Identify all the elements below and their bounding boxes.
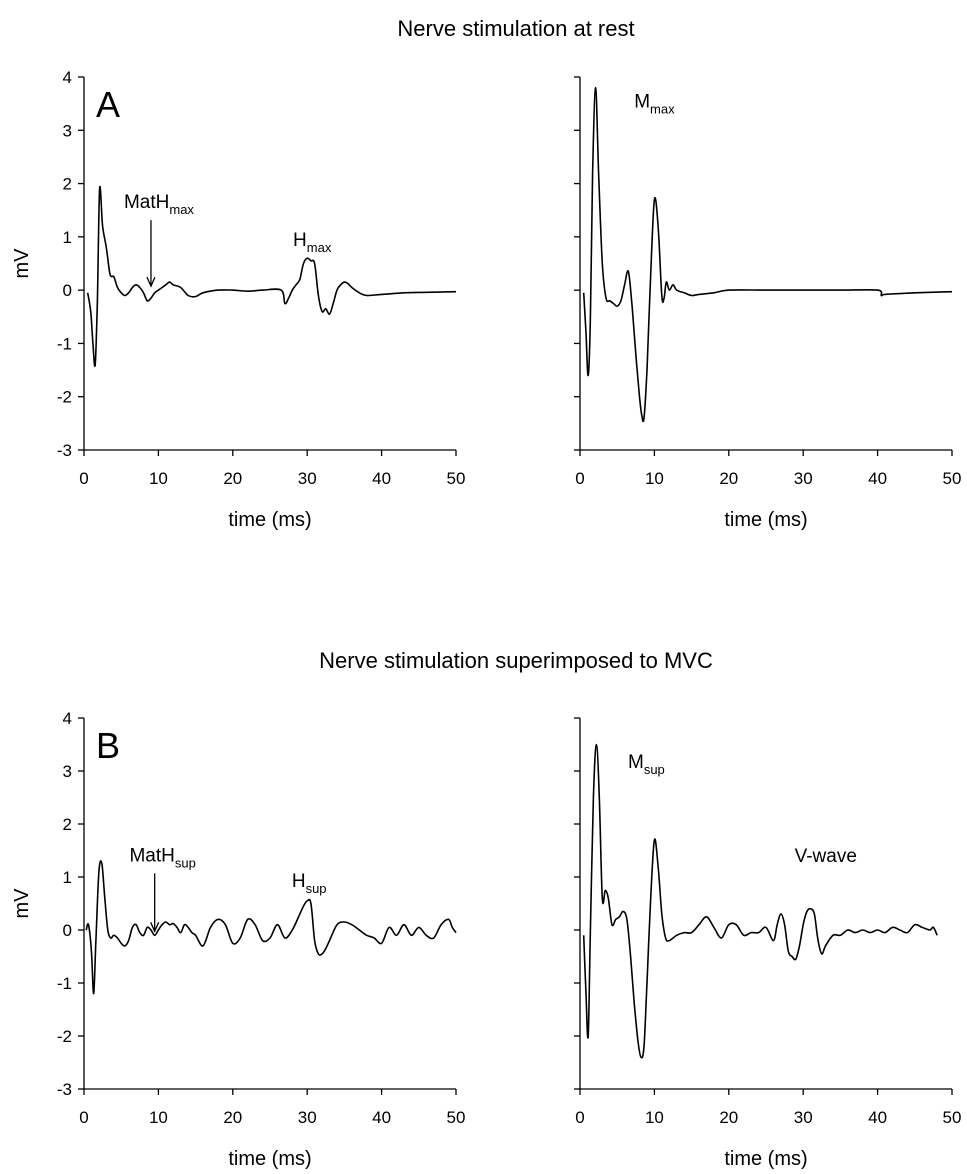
x-axis-label: time (ms) (228, 509, 311, 531)
y-tick-label: -2 (57, 388, 72, 407)
y-tick-label: -1 (57, 974, 72, 993)
x-tick-label: 20 (223, 1108, 242, 1127)
x-tick-label: 30 (794, 1108, 813, 1127)
x-tick-label: 50 (943, 469, 962, 488)
x-tick-label: 50 (447, 1108, 466, 1127)
x-axis-label: time (ms) (228, 1148, 311, 1170)
annotation-label: MatHsup (129, 845, 195, 870)
y-tick-label: 2 (63, 175, 72, 194)
y-tick-label: 1 (63, 868, 72, 887)
x-axis-label: time (ms) (724, 1148, 807, 1170)
x-tick-label: 40 (868, 1108, 887, 1127)
emg-trace-line (582, 743, 938, 1059)
annotation-label: V-wave (795, 846, 857, 867)
x-tick-label: 20 (719, 469, 738, 488)
x-tick-label: 50 (447, 469, 466, 488)
y-tick-label: -3 (57, 441, 72, 460)
x-tick-label: 10 (149, 1108, 168, 1127)
x-tick-label: 40 (372, 469, 391, 488)
y-tick-label: -3 (57, 1080, 72, 1099)
y-tick-label: -2 (57, 1027, 72, 1046)
x-tick-label: 0 (575, 1108, 584, 1127)
emg-trace-line (86, 185, 457, 367)
x-tick-label: 20 (223, 469, 242, 488)
y-tick-label: 3 (63, 762, 72, 781)
y-tick-label: 2 (63, 815, 72, 834)
annotation-label: Hmax (293, 230, 332, 255)
y-tick-label: -1 (57, 334, 72, 353)
y-tick-label: 4 (63, 709, 72, 728)
y-tick-label: 1 (63, 228, 72, 247)
x-tick-label: 30 (298, 469, 317, 488)
emg-trace-line (85, 860, 457, 995)
y-axis-label: mV (11, 248, 33, 279)
x-tick-label: 30 (794, 469, 813, 488)
chart-panel-b-right: 0 10 20 30 40 50 time (ms) Msup V-wave (574, 717, 962, 1170)
x-tick-label: 10 (645, 469, 664, 488)
annotation-label: Msup (628, 752, 665, 777)
y-tick-label: 4 (63, 68, 72, 87)
x-tick-label: 50 (943, 1108, 962, 1127)
y-axis-label: mV (11, 888, 33, 919)
x-axis-label: time (ms) (724, 509, 807, 531)
annotation-label: MatHmax (124, 192, 194, 217)
y-tick-label: 0 (63, 921, 72, 940)
x-tick-label: 40 (372, 1108, 391, 1127)
x-tick-label: 10 (149, 469, 168, 488)
chart-panel-a-right: 0 10 20 30 40 50 time (ms) Mmax (574, 76, 962, 531)
x-tick-label: 10 (645, 1108, 664, 1127)
y-tick-label: 0 (63, 281, 72, 300)
emg-trace-line (582, 86, 953, 423)
x-tick-label: 0 (79, 1108, 88, 1127)
y-tick-label: 3 (63, 121, 72, 140)
x-tick-label: 40 (868, 469, 887, 488)
annotation-arrowhead (150, 922, 160, 933)
section-a-title: Nerve stimulation at rest (397, 16, 634, 41)
section-b-title: Nerve stimulation superimposed to MVC (319, 648, 713, 673)
x-tick-label: 0 (79, 469, 88, 488)
panel-letter: B (96, 725, 120, 766)
x-tick-label: 0 (575, 469, 584, 488)
panel-letter: A (96, 84, 120, 125)
annotation-label: Mmax (634, 92, 675, 117)
x-tick-label: 20 (719, 1108, 738, 1127)
annotation-arrowhead (146, 276, 156, 288)
x-tick-label: 30 (298, 1108, 317, 1127)
annotation-label: Hsup (292, 871, 327, 896)
